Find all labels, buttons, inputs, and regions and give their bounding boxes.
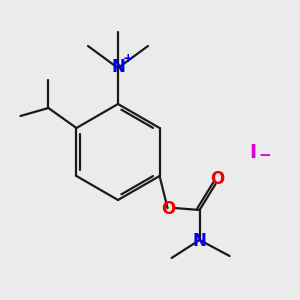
Text: −: − [259, 148, 272, 164]
Text: O: O [161, 200, 176, 218]
Text: +: + [123, 52, 133, 65]
Text: N: N [193, 232, 206, 250]
Text: O: O [210, 170, 225, 188]
Text: N: N [111, 58, 125, 76]
Text: I: I [249, 142, 256, 161]
